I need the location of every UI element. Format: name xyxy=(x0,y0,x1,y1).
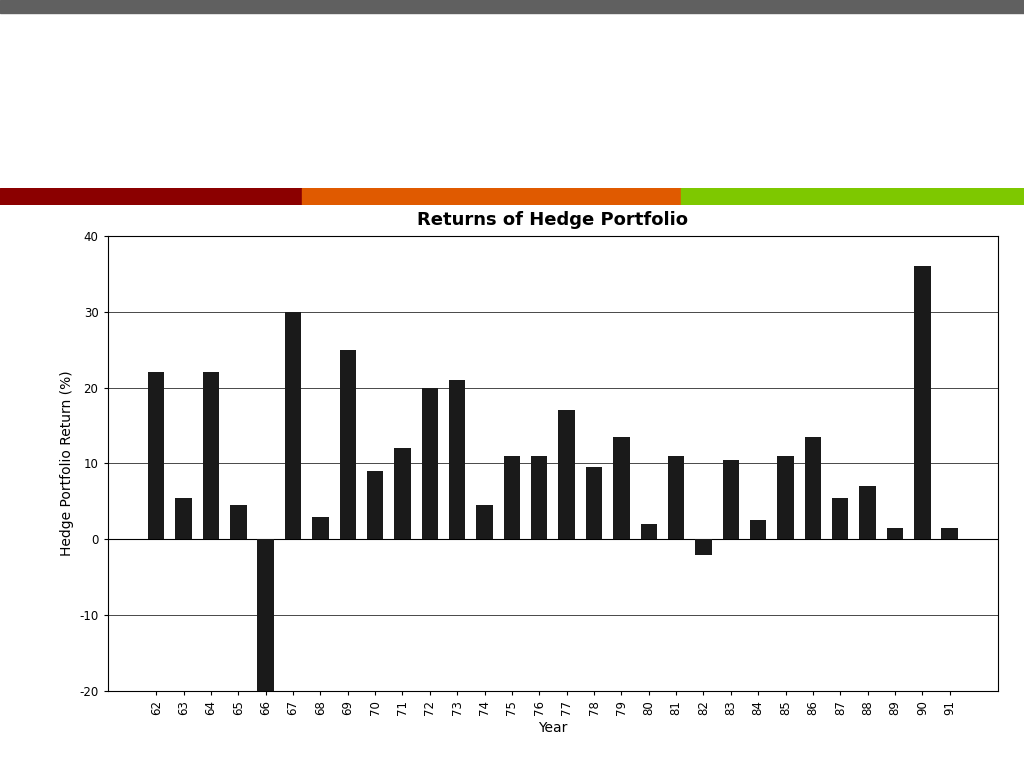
Bar xyxy=(723,460,739,539)
Bar xyxy=(312,517,329,539)
Bar xyxy=(285,312,301,539)
Bar xyxy=(175,498,191,539)
Bar xyxy=(230,505,247,539)
Bar xyxy=(833,498,849,539)
Bar xyxy=(695,539,712,554)
Bar xyxy=(148,372,165,539)
Bar xyxy=(887,528,903,539)
Bar xyxy=(0,188,302,205)
Bar xyxy=(641,525,657,539)
Bar xyxy=(340,349,356,539)
X-axis label: Year: Year xyxy=(539,721,567,735)
Bar xyxy=(914,266,931,539)
Bar xyxy=(394,449,411,539)
Bar xyxy=(504,456,520,539)
Bar xyxy=(302,188,681,205)
Bar xyxy=(681,188,1024,205)
Bar xyxy=(558,410,574,539)
Bar xyxy=(449,380,465,539)
Bar xyxy=(805,437,821,539)
Bar xyxy=(613,437,630,539)
Bar xyxy=(422,388,438,539)
Bar xyxy=(668,456,684,539)
Y-axis label: Hedge Portfolio Return (%): Hedge Portfolio Return (%) xyxy=(59,371,74,556)
Bar xyxy=(859,486,876,539)
Text: Empirical Analysis: Test of H2(ii): Empirical Analysis: Test of H2(ii) xyxy=(26,83,783,127)
Bar xyxy=(531,456,548,539)
Bar xyxy=(0,0,1024,13)
Bar xyxy=(476,505,493,539)
Title: Returns of Hedge Portfolio: Returns of Hedge Portfolio xyxy=(418,210,688,229)
Bar xyxy=(367,471,383,539)
Bar xyxy=(941,528,957,539)
Bar xyxy=(586,467,602,539)
Bar xyxy=(203,372,219,539)
Bar xyxy=(750,521,766,539)
Bar xyxy=(257,539,273,691)
Bar xyxy=(777,456,794,539)
